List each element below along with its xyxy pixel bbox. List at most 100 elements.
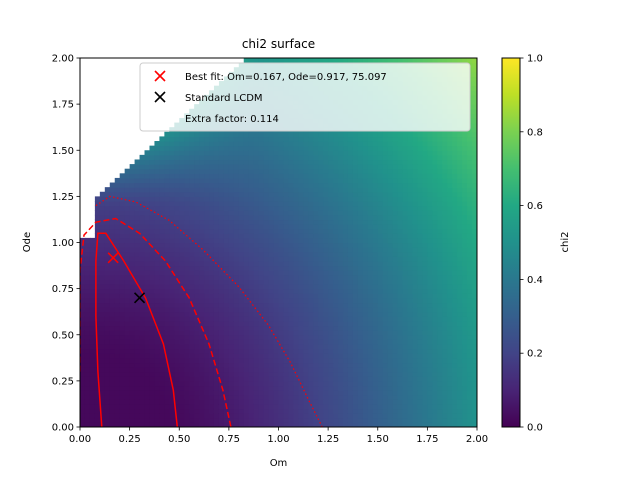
heatmap-cell — [238, 348, 245, 354]
heatmap-cell — [144, 196, 151, 202]
heatmap-cell — [169, 403, 175, 410]
heatmap-cell — [204, 284, 210, 290]
heatmap-cell — [318, 191, 324, 197]
heatmap-cell — [402, 362, 409, 368]
heatmap-cell — [159, 316, 165, 322]
heatmap-cell — [209, 177, 215, 184]
heatmap-cell — [352, 362, 359, 368]
heatmap-cell — [298, 390, 304, 396]
heatmap-cell — [159, 237, 165, 244]
heatmap-cell — [273, 237, 280, 244]
heatmap-cell — [417, 177, 424, 184]
heatmap-cell — [99, 371, 106, 377]
heatmap-cell — [298, 357, 304, 364]
heatmap-cell — [139, 362, 146, 368]
heatmap-cell — [422, 339, 428, 345]
heatmap-cell — [248, 242, 255, 248]
heatmap-cell — [323, 260, 329, 267]
heatmap-cell — [99, 417, 106, 423]
heatmap-cell — [407, 362, 414, 368]
heatmap-cell — [134, 284, 141, 290]
heatmap-cell — [407, 182, 414, 188]
heatmap-cell — [134, 367, 141, 373]
heatmap-cell — [323, 150, 329, 156]
heatmap-cell — [372, 330, 379, 336]
heatmap-cell — [243, 339, 250, 345]
heatmap-cell — [273, 251, 280, 257]
heatmap-cell — [139, 256, 146, 262]
heatmap-cell — [169, 145, 175, 151]
heatmap-cell — [263, 251, 270, 257]
heatmap-cell — [189, 242, 195, 248]
heatmap-cell — [422, 233, 428, 239]
heatmap-cell — [209, 403, 215, 410]
heatmap-cell — [288, 270, 294, 276]
heatmap-cell — [209, 394, 215, 400]
heatmap-cell — [313, 339, 319, 345]
heatmap-cell — [392, 422, 399, 427]
heatmap-cell — [397, 219, 404, 225]
heatmap-cell — [189, 325, 195, 331]
heatmap-cell — [119, 177, 126, 184]
heatmap-cell — [129, 339, 136, 345]
heatmap-cell — [293, 284, 299, 290]
heatmap-cell — [313, 390, 319, 396]
heatmap-cell — [124, 279, 131, 285]
heatmap-cell — [179, 293, 185, 299]
heatmap-cell — [422, 168, 428, 174]
heatmap-cell — [154, 371, 160, 377]
heatmap-cell — [417, 187, 424, 193]
heatmap-cell — [313, 173, 319, 179]
heatmap-cell — [228, 320, 235, 327]
heatmap-cell — [149, 284, 156, 290]
heatmap-cell — [248, 58, 255, 64]
heatmap-cell — [184, 399, 190, 405]
heatmap-cell — [94, 320, 101, 327]
heatmap-cell — [283, 297, 290, 304]
heatmap-cell — [313, 200, 319, 207]
heatmap-cell — [248, 302, 255, 308]
heatmap-cell — [253, 173, 260, 179]
heatmap-cell — [174, 284, 180, 290]
heatmap-cell — [228, 311, 235, 317]
heatmap-cell — [218, 159, 225, 165]
heatmap-cell — [184, 270, 190, 276]
heatmap-cell — [179, 316, 185, 322]
heatmap-cell — [243, 297, 250, 304]
heatmap-cell — [412, 390, 419, 396]
heatmap-cell — [273, 316, 280, 322]
heatmap-cell — [288, 182, 294, 188]
heatmap-cell — [179, 399, 185, 405]
heatmap-cell — [263, 394, 270, 400]
heatmap-cell — [412, 270, 419, 276]
heatmap-cell — [313, 371, 319, 377]
heatmap-cell — [273, 205, 280, 211]
heatmap-cell — [328, 390, 334, 396]
heatmap-cell — [283, 279, 290, 285]
heatmap-cell — [357, 58, 364, 64]
heatmap-cell — [189, 145, 195, 151]
heatmap-cell — [318, 297, 324, 304]
heatmap-cell — [204, 164, 210, 170]
heatmap-cell — [218, 403, 225, 410]
heatmap-cell — [293, 394, 299, 400]
heatmap-cell — [343, 200, 349, 207]
heatmap-cell — [149, 293, 156, 299]
heatmap-cell — [397, 302, 404, 308]
heatmap-cell — [94, 224, 101, 230]
heatmap-cell — [422, 242, 428, 248]
heatmap-cell — [343, 196, 349, 202]
heatmap-cell — [109, 237, 116, 244]
heatmap-cell — [382, 251, 389, 257]
heatmap-cell — [298, 265, 304, 271]
heatmap-cell — [407, 288, 414, 294]
heatmap-cell — [328, 394, 334, 400]
heatmap-cell — [352, 307, 359, 313]
heatmap-cell — [288, 256, 294, 262]
heatmap-cell — [283, 228, 290, 234]
heatmap-cell — [392, 224, 399, 230]
heatmap-cell — [338, 284, 344, 290]
heatmap-cell — [298, 348, 304, 354]
heatmap-cell — [372, 307, 379, 313]
heatmap-cell — [164, 288, 170, 294]
